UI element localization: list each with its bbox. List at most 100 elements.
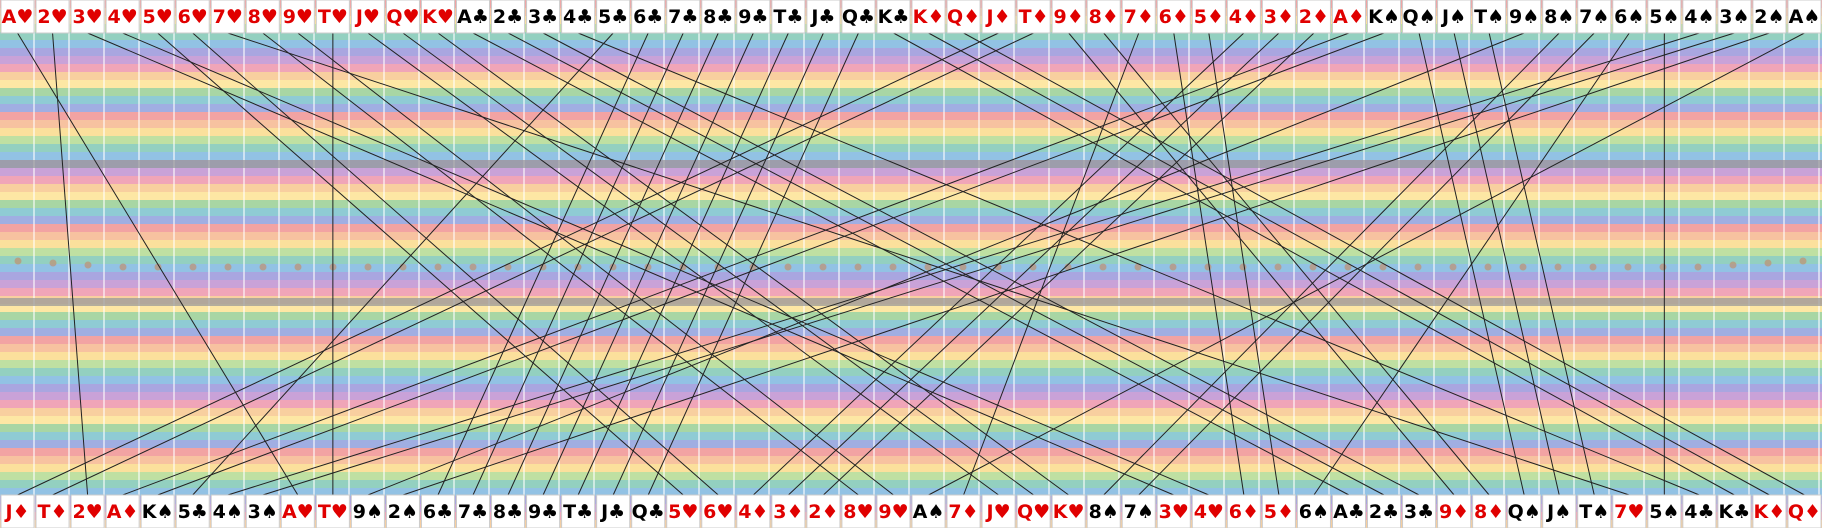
card-face <box>841 494 876 528</box>
card-face <box>280 0 315 34</box>
card-label: 7♦ <box>948 501 978 523</box>
card: 6♥ <box>701 494 736 528</box>
card: J♦ <box>0 494 35 528</box>
card-label: A♦ <box>1333 6 1365 28</box>
connector <box>1103 32 1560 496</box>
card: 2♥ <box>35 0 70 34</box>
card-face <box>1331 494 1367 528</box>
card-label: K♥ <box>1053 501 1085 523</box>
card-label: 8♣ <box>703 6 733 28</box>
card-label: 7♥ <box>213 6 243 28</box>
card-face <box>105 0 140 34</box>
card: K♥ <box>1051 494 1086 528</box>
card: 8♣ <box>491 494 526 528</box>
connector <box>52 32 89 496</box>
card-face <box>245 0 280 34</box>
card: 5♥ <box>666 494 701 528</box>
dot <box>1309 263 1317 271</box>
card-label: 9♠ <box>353 501 383 523</box>
card-label: 4♦ <box>738 501 768 523</box>
connector <box>893 32 1735 496</box>
connector <box>262 32 859 496</box>
card-face <box>701 0 736 34</box>
card: T♠ <box>1577 494 1612 528</box>
card-label: Q♣ <box>632 501 665 523</box>
card-face <box>701 494 736 528</box>
card: 7♠ <box>1577 0 1612 34</box>
card: 8♣ <box>701 0 736 34</box>
card: 7♣ <box>456 494 491 528</box>
card: 5♥ <box>140 0 175 34</box>
dot <box>1029 263 1037 271</box>
card-label: J♦ <box>985 6 1011 28</box>
card-face <box>385 494 420 528</box>
connector <box>963 32 1140 496</box>
card-face <box>70 0 105 34</box>
card: 7♦ <box>1121 0 1156 34</box>
card-face <box>315 0 350 34</box>
card-face <box>245 494 280 528</box>
card-face <box>1367 0 1402 34</box>
card: 2♠ <box>385 494 420 528</box>
card-face <box>1647 494 1682 528</box>
dot <box>889 263 897 271</box>
card-face <box>841 0 876 34</box>
card-face <box>1016 0 1051 34</box>
card-label: K♣ <box>878 6 910 28</box>
dot <box>1624 263 1632 271</box>
card-label: Q♠ <box>1508 501 1541 523</box>
dot <box>924 263 932 271</box>
connector <box>262 32 1735 496</box>
connector <box>647 32 859 496</box>
card: 9♣ <box>526 494 561 528</box>
dot <box>1134 263 1142 271</box>
card-label: A♣ <box>457 6 489 28</box>
connector <box>157 32 684 496</box>
card: K♦ <box>911 0 946 34</box>
card-label: 9♠ <box>1509 6 1539 28</box>
card-label: 7♣ <box>668 6 698 28</box>
card-face <box>771 0 806 34</box>
card-label: 5♠ <box>1649 6 1679 28</box>
card-face <box>561 0 596 34</box>
card-face <box>1577 494 1612 528</box>
card-label: 9♣ <box>528 501 558 523</box>
card: 3♦ <box>771 494 806 528</box>
card-face <box>1437 0 1472 34</box>
card-label: J♦ <box>3 501 29 523</box>
card-face <box>1717 0 1752 34</box>
card: 9♦ <box>1437 494 1472 528</box>
card-label: K♦ <box>913 6 945 28</box>
card-face <box>981 0 1016 34</box>
dot <box>1414 263 1422 271</box>
card-label: K♦ <box>1754 501 1786 523</box>
card-face <box>1472 0 1507 34</box>
card-face <box>1682 494 1717 528</box>
card-label: 2♣ <box>1369 501 1399 523</box>
card-face <box>491 494 526 528</box>
card-label: T♥ <box>318 501 348 523</box>
card-face <box>140 0 175 34</box>
card-label: Q♥ <box>1017 501 1050 523</box>
card: 4♥ <box>1191 494 1226 528</box>
card-label: 2♠ <box>1754 6 1784 28</box>
connector <box>542 32 1420 496</box>
card-face <box>1472 494 1507 528</box>
card-face <box>350 494 385 528</box>
card-face <box>1261 0 1296 34</box>
card-face <box>105 494 140 528</box>
dot <box>1274 263 1282 271</box>
connector <box>1068 32 1455 496</box>
card-label: T♣ <box>563 501 593 523</box>
card-face <box>1787 494 1822 528</box>
card-label: J♥ <box>354 6 380 28</box>
dot <box>1554 263 1562 271</box>
card: 6♦ <box>1226 494 1261 528</box>
card: 6♣ <box>420 494 456 528</box>
card-label: Q♣ <box>842 6 875 28</box>
card-face <box>1682 0 1717 34</box>
card-label: 4♦ <box>1229 6 1259 28</box>
card-face <box>385 0 420 34</box>
card-face <box>1787 0 1822 34</box>
